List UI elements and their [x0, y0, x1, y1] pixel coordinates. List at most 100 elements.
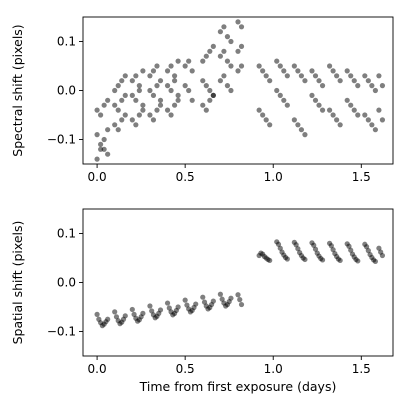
data-point	[309, 68, 315, 74]
data-point	[105, 316, 111, 322]
data-point	[101, 136, 107, 143]
data-point	[362, 73, 368, 79]
data-point	[365, 78, 371, 84]
data-point	[376, 245, 382, 251]
data-point	[224, 34, 231, 40]
data-point	[330, 112, 336, 118]
data-point	[355, 258, 361, 264]
data-point	[376, 107, 382, 113]
data-point	[319, 257, 326, 263]
chart-panel-2: 0.0 0.5 1.0 1.5 −0.1 0.0 0.1 Spatial shift (pix…	[10, 208, 394, 394]
data-point	[154, 63, 160, 69]
data-point	[154, 107, 160, 113]
data-point	[328, 243, 334, 249]
data-point	[98, 141, 104, 147]
data-point	[298, 73, 305, 79]
data-point	[98, 146, 104, 152]
data-point	[362, 112, 368, 118]
data-point	[372, 127, 378, 133]
data-point	[346, 243, 352, 249]
data-point	[175, 304, 181, 310]
data-point	[256, 107, 262, 113]
data-point	[210, 298, 216, 304]
data-point	[105, 151, 111, 157]
data-point	[260, 112, 266, 118]
data-point	[217, 53, 223, 59]
axes-frame	[82, 16, 394, 165]
data-point	[355, 83, 361, 89]
data-point	[319, 83, 326, 89]
data-point	[217, 78, 223, 84]
data-point	[154, 83, 160, 89]
data-point	[136, 112, 142, 118]
data-point	[136, 87, 142, 94]
data-point	[238, 43, 245, 50]
data-point	[228, 63, 234, 69]
data-point	[379, 252, 386, 259]
data-point	[224, 58, 231, 64]
data-point	[355, 112, 361, 118]
y-axis-label: Spatial shift (pixels)	[10, 221, 25, 345]
data-point	[147, 73, 153, 79]
x-tick-label: 1.5	[352, 170, 371, 184]
data-point	[140, 310, 146, 316]
data-point	[164, 68, 171, 74]
data-point	[129, 306, 135, 313]
data-point	[166, 305, 172, 311]
data-point	[182, 297, 188, 303]
data-point	[217, 291, 223, 297]
data-point	[379, 117, 386, 123]
x-tick-label: 1.0	[264, 362, 283, 376]
data-point	[319, 107, 326, 113]
data-point	[119, 97, 125, 103]
data-point	[105, 97, 111, 103]
data-point	[186, 58, 192, 64]
data-point	[122, 313, 128, 319]
data-point	[147, 303, 153, 309]
data-point	[182, 83, 188, 89]
data-point	[189, 68, 195, 74]
data-point	[365, 248, 371, 254]
data-point	[267, 257, 273, 264]
data-point	[122, 112, 128, 118]
data-point	[337, 78, 343, 84]
data-point	[113, 314, 120, 320]
data-point	[275, 241, 282, 247]
data-point	[363, 244, 370, 250]
data-point	[112, 102, 118, 108]
data-point	[157, 307, 164, 313]
data-point	[309, 92, 315, 98]
data-point	[295, 246, 301, 252]
data-point	[263, 117, 269, 123]
data-point	[372, 87, 378, 94]
y-tick-label: −0.1	[47, 133, 76, 147]
data-point	[200, 294, 206, 300]
data-point	[372, 258, 378, 265]
x-tick-label: 0.5	[176, 170, 195, 184]
data-point	[316, 102, 322, 108]
data-point	[369, 83, 375, 89]
y-tick-label: 0.0	[57, 84, 76, 98]
data-point	[207, 87, 213, 94]
data-point	[330, 247, 336, 253]
x-tick-label: 0.0	[88, 362, 107, 376]
data-point	[129, 78, 135, 84]
data-point	[337, 257, 343, 264]
data-point	[330, 68, 336, 74]
data-point	[238, 24, 245, 30]
y-tick-label: 0.1	[57, 227, 76, 241]
data-point	[369, 122, 375, 128]
data-point	[256, 63, 262, 69]
data-point	[267, 122, 273, 128]
data-point	[235, 19, 241, 25]
data-point	[312, 97, 319, 103]
data-point	[344, 97, 350, 103]
data-point	[94, 156, 100, 162]
data-point	[376, 73, 382, 79]
data-point	[237, 297, 243, 303]
data-point	[168, 112, 174, 118]
data-point	[140, 107, 146, 113]
data-point	[122, 73, 128, 79]
data-point	[348, 102, 354, 108]
data-point	[133, 97, 139, 103]
